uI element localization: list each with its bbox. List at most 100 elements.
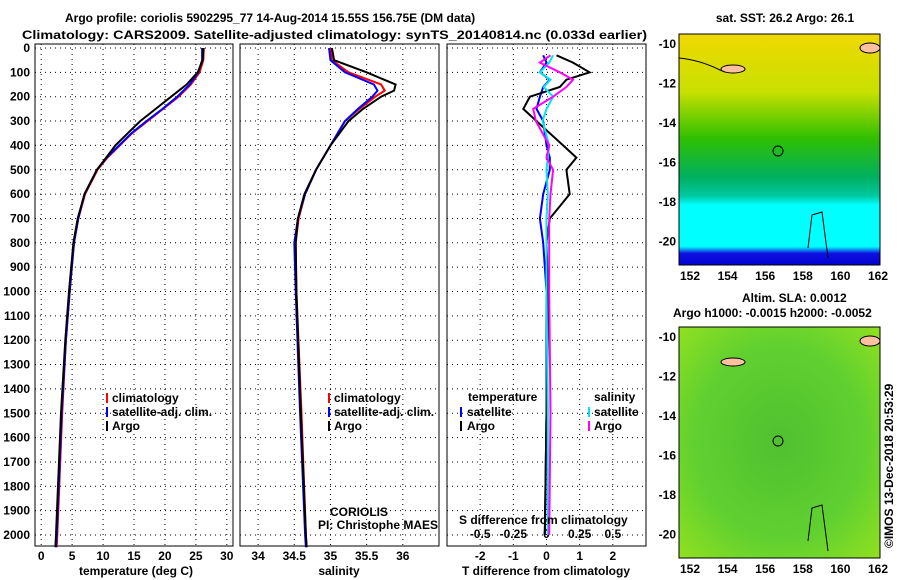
pi-label: PI: Christophe MAES [318,518,438,532]
map-lon-tick: 162 [868,562,888,576]
depth-tick-label: 1200 [3,333,30,347]
legend-sal-satellite: satellite [594,405,639,419]
x-tick-label: 1 [576,549,583,563]
legend-swatch-temp-argo [460,421,462,431]
map-lon-tick: 154 [718,562,738,576]
map-lat-tick: -16 [659,156,677,170]
series-temperature-satellite-adj-clim- [55,48,204,548]
legend-swatch-satellite [106,407,108,417]
map-lon-tick: 162 [868,269,888,283]
sla-map [678,326,881,559]
x-tick-label: 25 [189,549,203,563]
legend-temp-satellite: satellite [467,405,512,419]
title-line-2: Climatology: CARS2009. Satellite-adjuste… [22,28,647,42]
legend-swatch-argo [328,421,330,431]
temperature-legend: climatology satellite-adj. clim. Argo [106,391,212,433]
legend-swatch-climatology [106,393,108,403]
map-lon-tick: 160 [830,269,850,283]
x-tick-label: -2 [475,549,486,563]
series-differences-salinity-argo [532,54,575,536]
x-tick-label: 35 [324,549,338,563]
series-differences-temperature-argo [522,54,593,536]
coriolis-label: CORIOLIS [330,505,388,519]
legend-argo: Argo [334,419,362,433]
depth-tick-label: 1100 [4,309,30,323]
legend-swatch-sal-argo [588,421,590,431]
depth-tick-label: 700 [10,211,30,225]
legend-salinity-title: salinity [594,390,636,404]
sla-map-title-1: Altim. SLA: 0.0012 [742,291,847,305]
s-diff-tick-label: 0 [543,527,550,541]
argo-position-marker [772,435,784,447]
depth-tick-label: 800 [10,236,30,250]
depth-tick-label: 400 [10,138,30,152]
x-tick-label: 5 [69,549,76,563]
sla-land [859,335,881,347]
map-lon-tick: 152 [680,562,700,576]
x-tick-label: 2 [609,549,616,563]
x-tick-label: 0 [543,549,550,563]
map-lon-tick: 156 [755,562,775,576]
x-tick-label: 34 [251,549,265,563]
legend-satellite-adj: satellite-adj. clim. [112,405,212,419]
sla-contour [807,504,829,552]
map-lat-tick: -10 [659,330,677,344]
series-salinity-climatology [294,47,387,548]
temperature-axis-label: temperature (deg C) [79,564,193,578]
x-tick-label: 34.5 [283,549,307,563]
legend-swatch-satellite [328,407,330,417]
sla-land [720,357,746,367]
salinity-axis-label: salinity [318,564,360,578]
depth-tick-label: 1300 [3,358,30,372]
legend-swatch-climatology [328,393,330,403]
series-temperature-climatology [55,47,205,548]
x-tick-label: 0 [38,549,45,563]
legend-climatology: climatology [334,391,401,405]
s-diff-tick-label: 0.5 [604,527,621,541]
depth-tick-label: 1900 [3,504,30,518]
depth-tick-label: 900 [10,260,30,274]
salinity-legend: climatology satellite-adj. clim. Argo [328,391,434,433]
map-lat-tick: -20 [659,235,677,249]
map-lat-tick: -12 [659,77,677,91]
series-salinity-satellite-adj-clim- [293,47,379,548]
s-diff-tick-label: 0.25 [568,527,592,541]
title-line-1: Argo profile: coriolis 5902295_77 14-Aug… [65,11,475,25]
imos-stamp: ©IMOS 13-Dec-2018 20:53:29 [882,383,896,548]
map-lon-tick: 156 [755,269,775,283]
legend-temp-argo: Argo [467,419,495,433]
depth-tick-label: 1400 [3,382,30,396]
sla-map-title-2: Argo h1000: -0.0015 h2000: -0.0052 [673,306,872,320]
t-diff-axis-label: T difference from climatology [462,564,630,578]
legend-temperature-title: temperature [468,390,538,404]
depth-tick-label: 200 [10,90,30,104]
sst-coastline [678,57,726,73]
s-diff-tick-label: -0.5 [470,527,491,541]
sst-map-title: sat. SST: 26.2 Argo: 26.1 [716,11,855,25]
map-lon-tick: 154 [718,269,738,283]
argo-position-marker [772,145,784,157]
map-lat-tick: -18 [659,195,677,209]
map-lon-tick: 158 [793,269,813,283]
depth-tick-label: 1600 [3,431,30,445]
depth-tick-label: 1800 [3,479,30,493]
x-tick-label: 36 [396,549,410,563]
series-salinity-argo [294,47,397,548]
legend-swatch-argo [106,421,108,431]
x-tick-label: 10 [96,549,110,563]
depth-tick-label: 600 [10,187,30,201]
depth-tick-label: 1500 [3,406,30,420]
x-tick-label: -1 [508,549,519,563]
legend-swatch-temp-satellite [460,407,462,417]
x-tick-label: 15 [127,549,141,563]
s-diff-tick-label: -0.25 [500,527,528,541]
depth-tick-label: 2000 [3,528,30,542]
series-temperature-argo [54,47,205,548]
sst-land [859,42,881,54]
legend-sal-argo: Argo [594,419,622,433]
x-tick-label: 20 [158,549,172,563]
map-lon-tick: 158 [793,562,813,576]
depth-tick-label: 1700 [3,455,30,469]
